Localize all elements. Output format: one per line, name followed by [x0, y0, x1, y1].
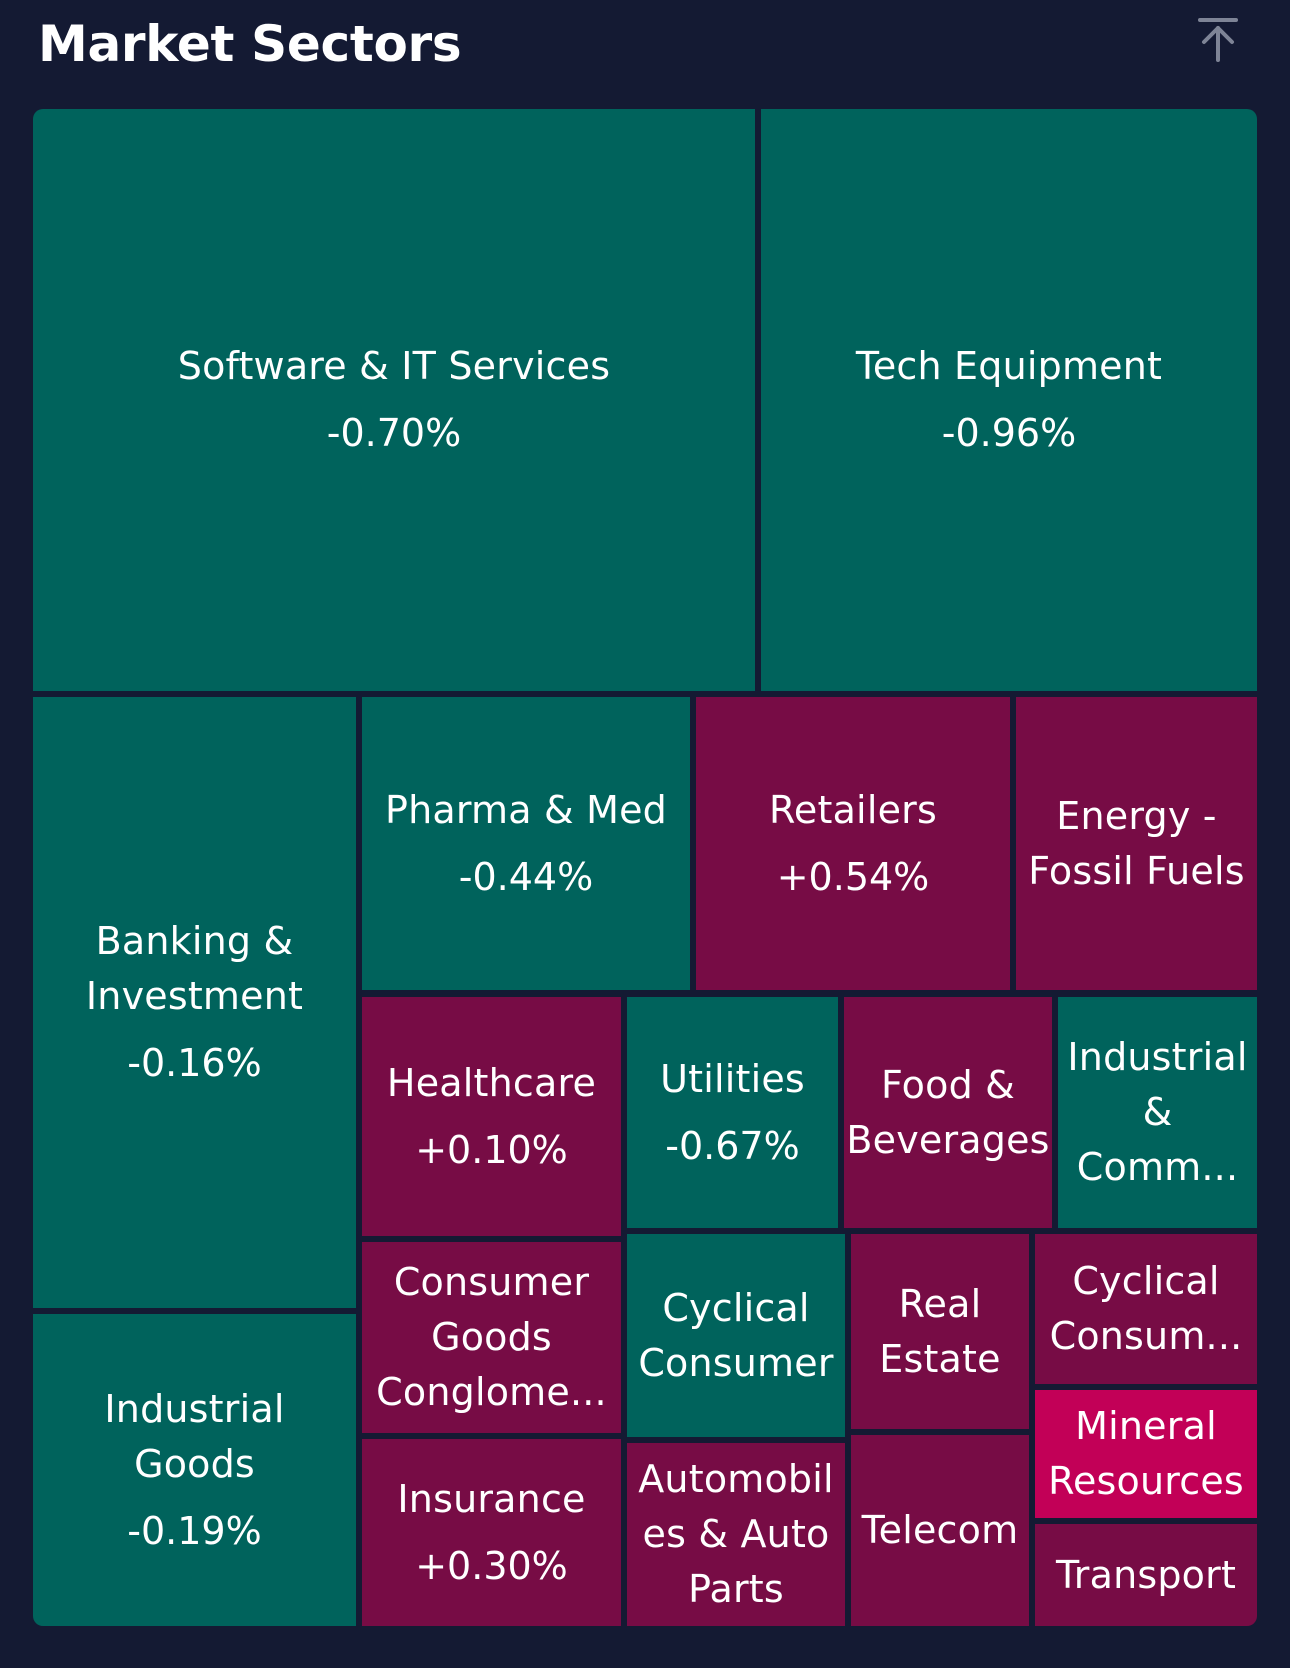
sector-tile-telecom[interactable]: Telecom — [851, 1435, 1029, 1626]
sector-name: Pharma & Med — [384, 787, 668, 832]
sector-name: Cyclical Consumer — [638, 1285, 834, 1385]
sector-tile-industrial-comm[interactable]: Industrial & Comm... — [1058, 997, 1257, 1228]
sector-change: -0.16% — [127, 1041, 262, 1085]
sector-name: Software & IT Services — [177, 344, 611, 388]
sector-change: -0.70% — [326, 411, 462, 455]
sector-tile-insurance[interactable]: Insurance +0.30% — [362, 1439, 621, 1626]
sector-name: Tech Equipment — [855, 344, 1163, 388]
sector-name: Retailers — [769, 787, 937, 832]
sector-tile-transport[interactable]: Transport — [1035, 1524, 1257, 1626]
sector-tile-utilities[interactable]: Utilities -0.67% — [627, 997, 838, 1228]
sector-tile-real-estate[interactable]: Real Estate — [851, 1234, 1029, 1429]
sector-name: Automobiles & Auto Parts — [638, 1457, 834, 1611]
sector-name: Food & Beverages — [846, 1062, 1050, 1162]
sector-name: Healthcare — [386, 1060, 597, 1105]
sector-name: Consumer Goods Conglome... — [376, 1260, 607, 1414]
sector-tile-consumer-goods-conglomerates[interactable]: Consumer Goods Conglome... — [362, 1242, 621, 1433]
sector-tile-healthcare[interactable]: Healthcare +0.10% — [362, 997, 621, 1236]
sector-name: Utilities — [660, 1056, 805, 1101]
sector-tile-banking-investment[interactable]: Banking & Investment -0.16% — [33, 697, 356, 1308]
sector-name: Mineral Resources — [1048, 1404, 1244, 1503]
page-title: Market Sectors — [38, 15, 462, 73]
sector-tile-food-beverages[interactable]: Food & Beverages — [844, 997, 1052, 1228]
sector-change: +0.10% — [415, 1127, 568, 1172]
sector-tile-automobiles-auto-parts[interactable]: Automobiles & Auto Parts — [627, 1443, 845, 1626]
sector-change: -0.19% — [127, 1508, 262, 1553]
sector-name: Banking & Investment — [85, 919, 304, 1018]
arrow-up-to-line-icon — [1198, 18, 1238, 62]
sector-change: -0.96% — [941, 411, 1077, 455]
sector-change: -0.44% — [458, 854, 594, 899]
sector-name: Insurance — [397, 1476, 586, 1521]
sector-name: Energy - Fossil Fuels — [1028, 793, 1245, 893]
sector-name: Transport — [1055, 1552, 1237, 1597]
sector-tile-tech-equipment[interactable]: Tech Equipment -0.96% — [761, 109, 1257, 691]
collapse-button[interactable] — [1190, 12, 1246, 68]
sector-change: +0.30% — [415, 1543, 568, 1588]
sector-name: Industrial & Comm... — [1067, 1035, 1248, 1189]
sector-change: -0.67% — [665, 1123, 800, 1168]
sector-tile-mineral-resources[interactable]: Mineral Resources — [1035, 1390, 1257, 1518]
sector-name: Cyclical Consum... — [1049, 1259, 1243, 1358]
sector-name: Telecom — [861, 1508, 1019, 1552]
sector-name: Real Estate — [879, 1281, 1001, 1381]
sector-tile-industrial-goods[interactable]: Industrial Goods -0.19% — [33, 1314, 356, 1626]
sector-tile-software-it-services[interactable]: Software & IT Services -0.70% — [33, 109, 755, 691]
sector-tile-retailers[interactable]: Retailers +0.54% — [696, 697, 1010, 990]
sector-tile-cyclical-consumer[interactable]: Cyclical Consumer — [627, 1234, 845, 1437]
sector-tile-cyclical-consum-2[interactable]: Cyclical Consum... — [1035, 1234, 1257, 1384]
sector-tile-energy-fossil-fuels[interactable]: Energy - Fossil Fuels — [1016, 697, 1257, 990]
sector-change: +0.54% — [776, 854, 930, 899]
sector-tile-pharma-med[interactable]: Pharma & Med -0.44% — [362, 697, 690, 990]
sector-name: Industrial Goods — [104, 1386, 285, 1486]
